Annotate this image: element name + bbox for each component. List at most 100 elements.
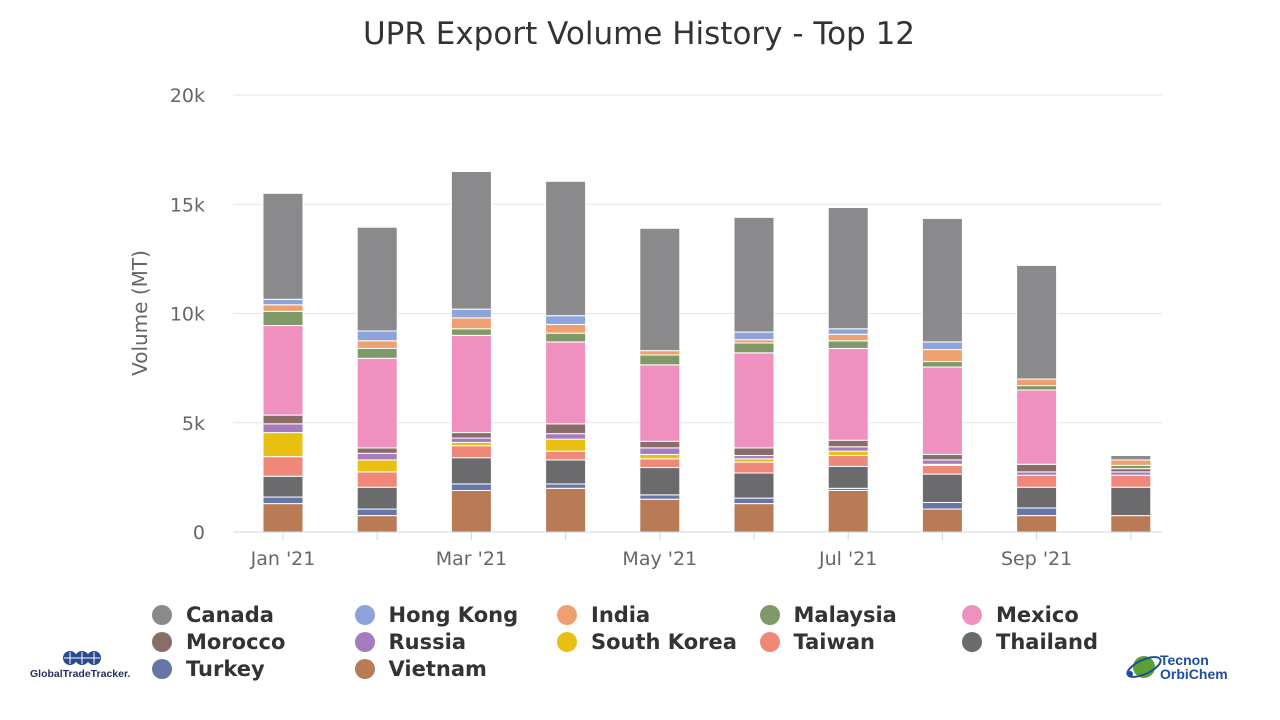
bar-segment-thailand: [545, 459, 587, 485]
bar-segment-hong-kong: [733, 331, 775, 341]
bar-segment-russia: [921, 459, 963, 465]
tecnon-text: Tecnon: [1160, 652, 1209, 668]
bar-segment-vietnam: [450, 489, 492, 533]
bar-segment-canada: [1016, 264, 1058, 380]
bar-segment-vietnam: [639, 498, 681, 533]
bar-segment-morocco: [1016, 463, 1058, 473]
global-trade-tracker-logo: GlobalTradeTracker.: [30, 650, 140, 686]
bar-stack: [262, 192, 304, 533]
legend-label: Canada: [186, 603, 274, 627]
orbit-icon: [1126, 656, 1162, 678]
legend-item-thailand[interactable]: Thailand: [962, 629, 1098, 655]
bar-segment-thailand: [1110, 486, 1152, 517]
bar-segment-mexico: [827, 347, 869, 441]
bar-segment-canada: [921, 217, 963, 343]
legend-item-turkey[interactable]: Turkey: [152, 656, 265, 682]
bar-segment-india: [827, 333, 869, 342]
chart-title: UPR Export Volume History - Top 12: [363, 16, 915, 52]
legend-label: Hong Kong: [388, 603, 519, 627]
bar-stack: [1110, 455, 1152, 533]
bar-segment-vietnam: [827, 489, 869, 533]
bar-segment-vietnam: [1110, 515, 1152, 533]
bar-segment-canada: [262, 192, 304, 300]
bar-segment-mexico: [545, 341, 587, 425]
bar-segment-taiwan: [733, 461, 775, 474]
bar-segment-india: [1016, 378, 1058, 387]
y-axis-label: Volume (MT): [128, 250, 152, 376]
legend-label: India: [591, 603, 651, 627]
bar-segment-taiwan: [356, 471, 398, 488]
x-axis-ticks: Jan '21 Mar '21 May '21 Jul '21 Sep '21: [250, 532, 1132, 570]
bar-segment-turkey: [639, 494, 681, 500]
legend-item-malaysia[interactable]: Malaysia: [759, 602, 897, 628]
bar-segment-russia: [639, 447, 681, 455]
legend-swatch: [759, 605, 780, 625]
bar-segment-thailand: [827, 465, 869, 489]
bar-segment-south-korea: [356, 459, 398, 473]
bar-segment-thailand: [733, 472, 775, 499]
legend-item-mexico[interactable]: Mexico: [962, 602, 1079, 628]
legend-swatch: [759, 632, 780, 652]
bars: [262, 170, 1152, 533]
y-tick-label: 10k: [170, 304, 205, 326]
tecnon-orbichem-logo: Tecnon OrbiChem: [1124, 650, 1250, 686]
bar-segment-turkey: [921, 502, 963, 510]
legend-item-russia[interactable]: Russia: [354, 629, 466, 655]
bar-segment-mexico: [356, 357, 398, 449]
x-tick-label: Jan '21: [250, 548, 316, 570]
legend-swatch: [152, 659, 172, 679]
bar-segment-taiwan: [1016, 474, 1058, 488]
bar-stack: [733, 216, 775, 533]
bar-stack: [827, 207, 869, 533]
bar-segment-turkey: [733, 497, 775, 505]
bar-segment-morocco: [262, 414, 304, 425]
y-tick-label: 0: [193, 522, 205, 544]
bar-segment-russia: [356, 452, 398, 461]
bar-segment-russia: [545, 433, 587, 440]
bar-segment-india: [450, 317, 492, 330]
legend-label: Taiwan: [793, 630, 876, 654]
bar-segment-india: [639, 350, 681, 356]
legend-item-taiwan[interactable]: Taiwan: [759, 629, 876, 655]
bar-segment-taiwan: [827, 455, 869, 467]
bar-segment-india: [1110, 459, 1152, 466]
x-tick-label: Jul '21: [818, 548, 877, 570]
bar-segment-south-korea: [545, 438, 587, 452]
legend-swatch: [962, 605, 982, 625]
bar-segment-taiwan: [545, 450, 587, 461]
bar-segment-malaysia: [827, 340, 869, 349]
bar-segment-vietnam: [545, 487, 587, 533]
bar-segment-malaysia: [450, 328, 492, 336]
bar-segment-turkey: [1016, 507, 1058, 517]
bar-segment-hong-kong: [827, 328, 869, 335]
bar-stack: [356, 226, 398, 533]
bar-segment-mexico: [262, 325, 304, 416]
bar-segment-canada: [450, 170, 492, 310]
legend-label: Vietnam: [388, 657, 487, 681]
bar-segment-india: [356, 340, 398, 349]
bar-segment-vietnam: [733, 503, 775, 533]
legend-item-south-korea[interactable]: South Korea: [557, 629, 737, 655]
legend-swatch: [557, 605, 577, 625]
legend-item-morocco[interactable]: Morocco: [152, 629, 285, 655]
bar-segment-morocco: [921, 453, 963, 461]
legend-swatch: [962, 632, 982, 652]
bar-stack: [921, 217, 963, 533]
legend-item-hong-kong[interactable]: Hong Kong: [354, 602, 519, 628]
bar-segment-hong-kong: [921, 341, 963, 351]
bar-segment-thailand: [1016, 486, 1058, 509]
legend-item-canada[interactable]: Canada: [152, 602, 274, 628]
y-tick-label: 15k: [170, 194, 205, 216]
bar-segment-malaysia: [733, 342, 775, 354]
bar-segment-hong-kong: [450, 308, 492, 319]
bar-segment-taiwan: [450, 445, 492, 459]
legend-label: Morocco: [186, 630, 286, 654]
legend-item-vietnam[interactable]: Vietnam: [354, 656, 487, 682]
bar-segment-vietnam: [1016, 515, 1058, 533]
legend-item-india[interactable]: India: [557, 602, 650, 628]
legend-label: Mexico: [996, 603, 1079, 627]
bar-segment-thailand: [639, 467, 681, 496]
bar-segment-morocco: [733, 447, 775, 457]
x-tick-label: Mar '21: [436, 548, 507, 570]
bar-segment-india: [262, 304, 304, 312]
